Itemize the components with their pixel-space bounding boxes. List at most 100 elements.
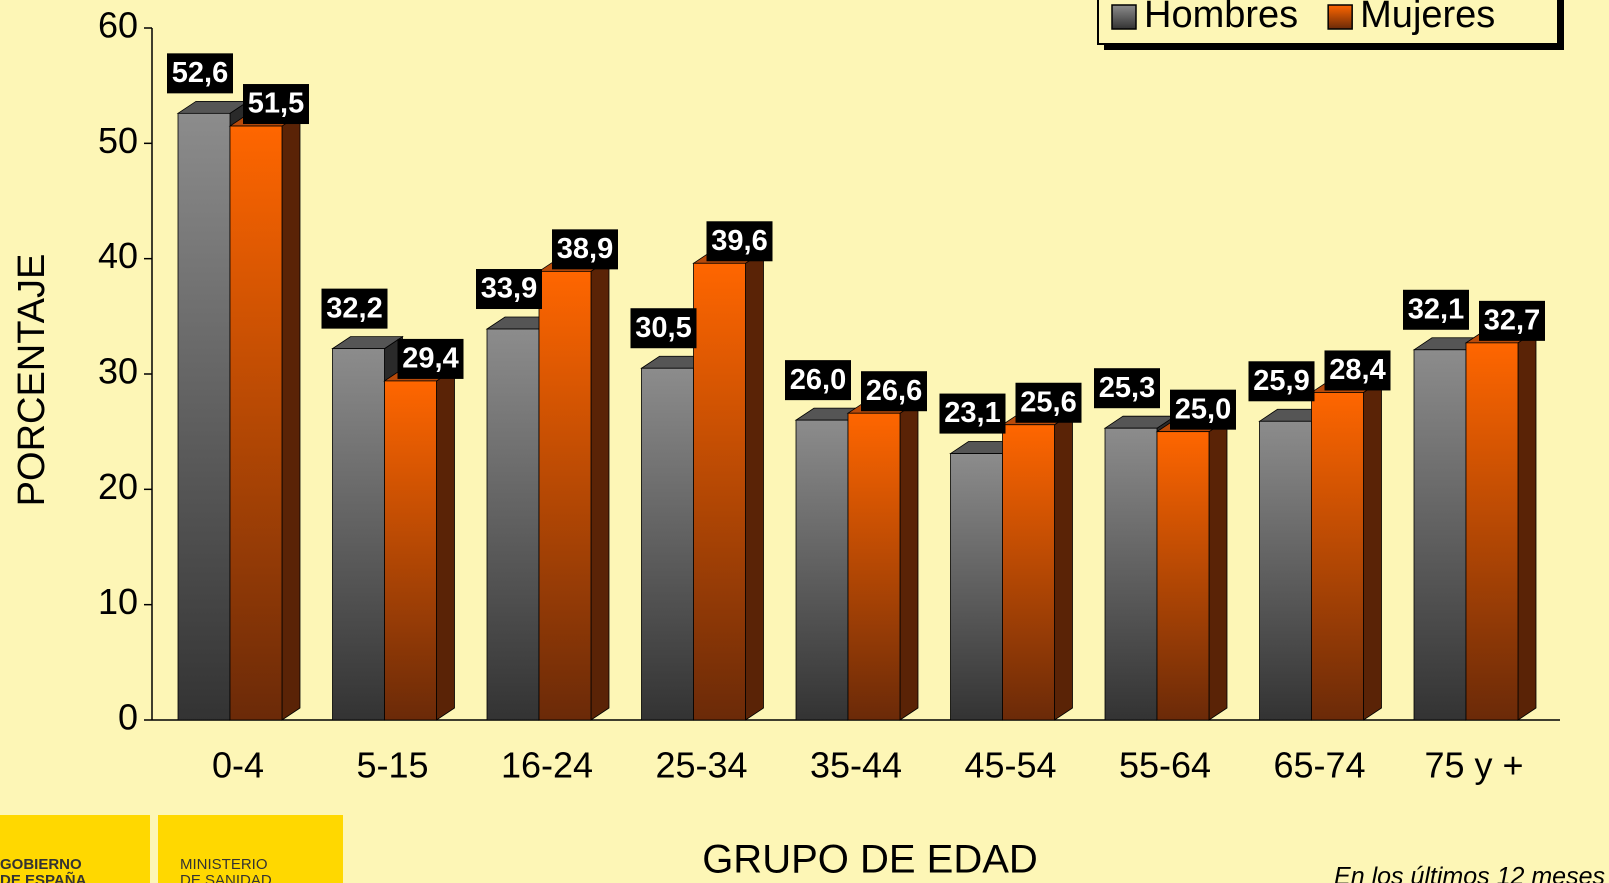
y-tick-label: 60	[98, 5, 138, 46]
logo-text: DE ESPAÑA	[0, 871, 87, 883]
logo-text: MINISTERIO	[180, 856, 268, 873]
bar	[1155, 418, 1229, 721]
logo-box	[158, 815, 343, 883]
x-tick-label: 0-4	[212, 745, 264, 786]
y-tick-label: 30	[98, 351, 138, 392]
logo-box	[0, 815, 150, 883]
value-label: 29,4	[402, 343, 458, 375]
value-label-box	[167, 53, 233, 94]
bar-front	[1002, 424, 1055, 721]
bar	[537, 258, 611, 721]
bar-front	[693, 262, 746, 721]
value-label-box	[476, 269, 542, 310]
bar	[1464, 330, 1538, 721]
x-tick-label: 5-15	[356, 745, 428, 786]
bar-front	[795, 419, 849, 721]
value-label: 39,6	[711, 225, 767, 257]
value-label: 23,1	[944, 397, 1000, 429]
bar	[692, 250, 765, 721]
x-tick-label: 35-44	[810, 745, 902, 786]
legend-swatch	[1111, 4, 1137, 30]
bar-front	[538, 270, 592, 721]
value-label: 26,0	[790, 364, 846, 396]
value-label-box	[706, 221, 773, 262]
value-label-box	[243, 84, 309, 125]
value-label-box	[1248, 361, 1315, 402]
value-label: 51,5	[248, 88, 304, 120]
value-label-box	[552, 229, 618, 270]
value-label-box	[630, 308, 697, 349]
bar-side	[1208, 418, 1228, 721]
value-label: 25,0	[1175, 393, 1231, 425]
x-tick-label: 45-54	[964, 745, 1056, 786]
value-label-box	[1094, 368, 1160, 409]
value-label: 25,6	[1020, 386, 1076, 418]
value-label-box	[397, 338, 464, 379]
bar-front	[229, 125, 283, 721]
legend-swatch	[1327, 4, 1353, 30]
value-label: 30,5	[635, 312, 691, 344]
bar-front	[950, 453, 1003, 721]
value-label: 32,7	[1484, 305, 1540, 337]
note: En los últimos 12 meses	[1334, 863, 1605, 883]
bar	[1310, 379, 1383, 721]
bar-side	[590, 258, 610, 721]
x-tick-label: 25-34	[655, 745, 747, 786]
y-axis-title: PORCENTAJE	[11, 254, 53, 507]
y-tick-label: 0	[118, 697, 138, 738]
value-label-box	[1015, 382, 1082, 423]
bar-side	[436, 368, 455, 721]
bar-front	[1156, 431, 1210, 721]
bar-front	[332, 348, 385, 721]
value-label: 38,9	[557, 233, 613, 265]
bar-side	[1517, 330, 1537, 721]
bar-front	[847, 412, 901, 721]
value-label-box	[321, 288, 388, 329]
bar	[1001, 411, 1074, 721]
bar-front	[1465, 342, 1519, 721]
bar-front	[177, 112, 231, 721]
bar	[846, 400, 920, 721]
y-tick-label: 10	[98, 581, 138, 622]
legend-label: Mujeres	[1360, 0, 1495, 36]
x-tick-label: 16-24	[501, 745, 593, 786]
y-tick-label: 50	[98, 120, 138, 161]
bar-front	[1259, 420, 1312, 721]
value-label-box	[1479, 300, 1545, 341]
legend-label: Hombres	[1144, 0, 1298, 36]
value-label: 25,3	[1099, 372, 1155, 404]
bar-front	[641, 367, 694, 721]
logo-text: GOBIERNO	[0, 856, 82, 873]
logo-text: DE SANIDAD	[180, 872, 272, 883]
bar-side	[899, 400, 919, 721]
value-label: 32,2	[326, 292, 382, 324]
value-label-box	[785, 360, 851, 401]
bar	[383, 368, 456, 721]
bar-side	[281, 113, 301, 721]
bar-front	[1311, 392, 1364, 721]
value-label-box	[1170, 389, 1236, 430]
value-label-box	[1403, 289, 1469, 330]
value-label-box	[1324, 350, 1391, 391]
bar-front	[384, 380, 437, 721]
x-tick-label: 55-64	[1119, 745, 1211, 786]
value-label: 52,6	[172, 57, 228, 89]
x-axis-title: GRUPO DE EDAD	[702, 838, 1038, 882]
value-label: 32,1	[1408, 293, 1464, 325]
bar-front	[1413, 349, 1467, 721]
y-tick-label: 40	[98, 235, 138, 276]
bar-side	[745, 250, 764, 721]
bar-side	[1363, 379, 1382, 721]
value-label-box	[939, 393, 1006, 434]
bar-front	[486, 328, 540, 721]
x-tick-label: 65-74	[1273, 745, 1365, 786]
value-label: 26,6	[866, 375, 922, 407]
value-label: 33,9	[481, 273, 537, 305]
value-label: 25,9	[1253, 365, 1309, 397]
y-tick-label: 20	[98, 466, 138, 507]
value-label: 28,4	[1329, 354, 1385, 386]
x-tick-label: 75 y +	[1424, 745, 1523, 786]
bar-side	[1054, 411, 1073, 721]
bar	[228, 113, 302, 721]
